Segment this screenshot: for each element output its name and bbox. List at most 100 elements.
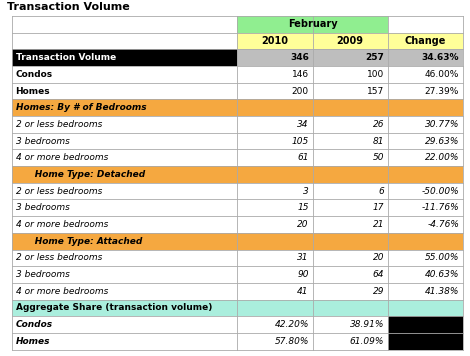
Text: 41.38%: 41.38% — [425, 287, 459, 296]
Text: 64: 64 — [373, 270, 384, 279]
Bar — [237, 283, 313, 299]
Bar — [237, 16, 388, 33]
Text: 61: 61 — [298, 153, 309, 162]
Text: 105: 105 — [291, 137, 309, 146]
Text: Condos: Condos — [16, 70, 53, 79]
Text: Transaction Volume: Transaction Volume — [7, 2, 130, 12]
Bar — [12, 116, 237, 133]
Bar — [12, 99, 463, 116]
Bar — [12, 299, 463, 316]
Bar — [388, 283, 463, 299]
Bar — [313, 283, 388, 299]
Bar — [12, 283, 237, 299]
Text: 22.00%: 22.00% — [425, 153, 459, 162]
Text: 257: 257 — [365, 53, 384, 62]
Text: Transaction Volume: Transaction Volume — [16, 53, 116, 62]
Bar — [12, 266, 237, 283]
Bar — [313, 333, 388, 350]
Text: 26: 26 — [373, 120, 384, 129]
Text: 38.91%: 38.91% — [350, 320, 384, 329]
Text: 90: 90 — [298, 270, 309, 279]
Text: Homes: Homes — [16, 337, 50, 346]
Bar — [12, 333, 237, 350]
Bar — [388, 116, 463, 133]
Text: 61.09%: 61.09% — [350, 337, 384, 346]
Text: 40.63%: 40.63% — [425, 270, 459, 279]
Text: 46.00%: 46.00% — [425, 70, 459, 79]
Bar — [237, 333, 313, 350]
Text: Change: Change — [405, 36, 446, 46]
Bar — [237, 83, 313, 99]
Bar — [12, 250, 237, 266]
Text: Homes: By # of Bedrooms: Homes: By # of Bedrooms — [16, 103, 146, 112]
Bar — [237, 250, 313, 266]
Bar — [12, 183, 237, 199]
Text: 346: 346 — [290, 53, 309, 62]
Text: 55.00%: 55.00% — [425, 253, 459, 262]
Bar — [237, 316, 313, 333]
Text: 34: 34 — [298, 120, 309, 129]
Bar — [313, 83, 388, 99]
Bar — [388, 150, 463, 166]
Text: 20: 20 — [373, 253, 384, 262]
Text: 34.63%: 34.63% — [422, 53, 459, 62]
Bar — [388, 49, 463, 66]
Bar — [237, 266, 313, 283]
Text: -50.00%: -50.00% — [422, 187, 459, 196]
Text: 157: 157 — [367, 87, 384, 95]
Bar — [237, 216, 313, 233]
Text: -11.76%: -11.76% — [422, 203, 459, 212]
Bar — [12, 16, 463, 33]
Text: 21: 21 — [373, 220, 384, 229]
Bar — [313, 150, 388, 166]
Text: 2 or less bedrooms: 2 or less bedrooms — [16, 187, 102, 196]
Text: 3: 3 — [303, 187, 309, 196]
Text: 42.20%: 42.20% — [274, 320, 309, 329]
Text: 2 or less bedrooms: 2 or less bedrooms — [16, 120, 102, 129]
Text: 15: 15 — [298, 203, 309, 212]
Text: 50: 50 — [373, 153, 384, 162]
Text: 57.80%: 57.80% — [274, 337, 309, 346]
Bar — [388, 83, 463, 99]
Bar — [388, 66, 463, 83]
Text: 146: 146 — [292, 70, 309, 79]
Bar — [237, 116, 313, 133]
Bar — [237, 66, 313, 83]
Bar — [237, 150, 313, 166]
Bar — [313, 116, 388, 133]
Text: 29: 29 — [373, 287, 384, 296]
Bar — [12, 66, 237, 83]
Bar — [313, 49, 388, 66]
Text: -4.76%: -4.76% — [427, 220, 459, 229]
Text: 6: 6 — [378, 187, 384, 196]
Bar — [388, 250, 463, 266]
Bar — [12, 316, 237, 333]
Bar — [313, 33, 388, 49]
Text: 100: 100 — [367, 70, 384, 79]
Bar — [388, 33, 463, 49]
Bar — [313, 199, 388, 216]
Bar — [12, 150, 237, 166]
Text: Homes: Homes — [16, 87, 50, 95]
Text: February: February — [288, 19, 337, 29]
Bar — [12, 33, 237, 49]
Text: 3 bedrooms: 3 bedrooms — [16, 270, 70, 279]
Text: 2 or less bedrooms: 2 or less bedrooms — [16, 253, 102, 262]
Text: 31: 31 — [298, 253, 309, 262]
Bar — [388, 266, 463, 283]
Bar — [12, 133, 237, 150]
Bar — [12, 199, 237, 216]
Text: Aggregate Share (transaction volume): Aggregate Share (transaction volume) — [16, 303, 212, 313]
Bar — [313, 250, 388, 266]
Bar — [313, 183, 388, 199]
Bar — [313, 66, 388, 83]
Bar — [388, 333, 463, 350]
Text: 27.39%: 27.39% — [425, 87, 459, 95]
Text: 4 or more bedrooms: 4 or more bedrooms — [16, 153, 108, 162]
Text: Home Type: Detached: Home Type: Detached — [16, 170, 145, 179]
Bar — [313, 316, 388, 333]
Bar — [237, 33, 313, 49]
Bar — [388, 199, 463, 216]
Bar — [237, 133, 313, 150]
Bar — [237, 183, 313, 199]
